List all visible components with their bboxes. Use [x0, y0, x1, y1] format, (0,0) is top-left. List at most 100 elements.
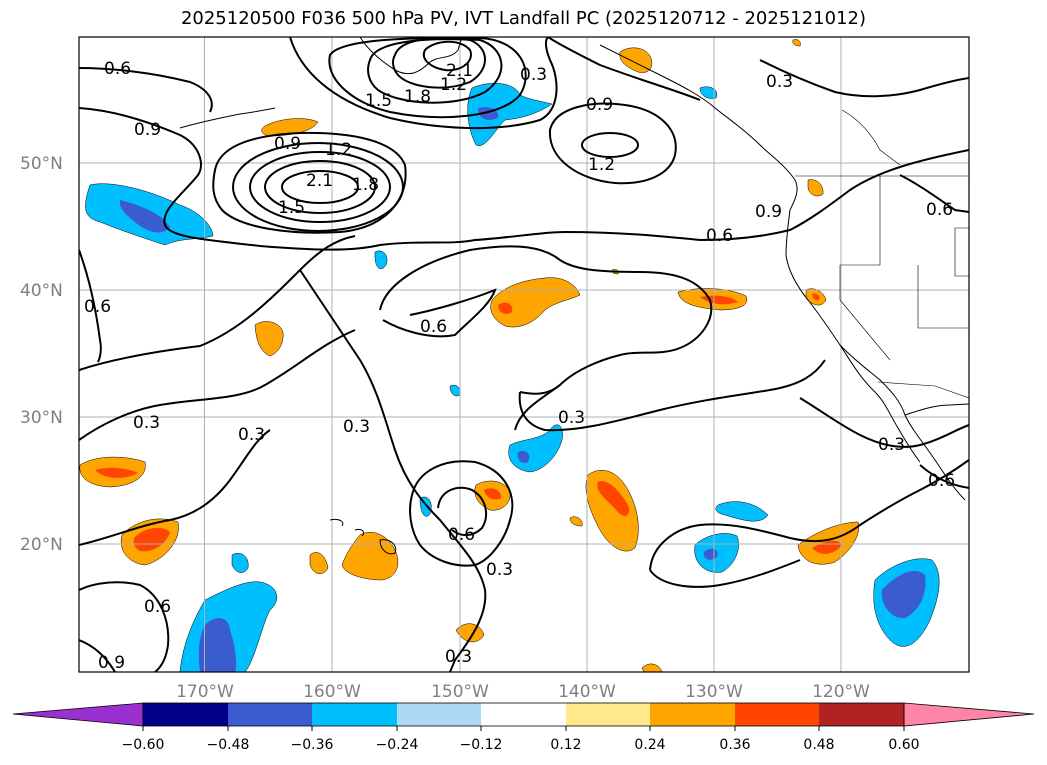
contour-label: 0.3	[238, 425, 265, 445]
pv-contours	[79, 37, 969, 672]
contour-label: 0.6	[448, 525, 475, 545]
coastline-bc-panhandle	[599, 44, 798, 211]
contour-0.9-west	[212, 131, 407, 234]
lat-tick-label: 20°N	[20, 535, 63, 555]
fill-negative	[699, 86, 718, 99]
coastline-alaska	[359, 37, 463, 75]
contour-label: 0.6	[926, 200, 953, 220]
contour-1.5-west	[249, 151, 391, 223]
colorbar-tick-label: 0.48	[803, 737, 834, 753]
contour-label: 1.5	[365, 91, 392, 111]
colorbar-segment	[143, 703, 228, 726]
border-us-mexico	[877, 381, 969, 399]
fill-positive-core	[133, 527, 170, 552]
contour-0.3-far-east	[799, 397, 969, 448]
contour-label: 1.5	[278, 198, 305, 218]
map-title: 2025120500 F036 500 hPa PV, IVT Landfall…	[180, 8, 867, 29]
colorbar-tick-label: 0.12	[550, 737, 581, 753]
contour-2.1-west	[281, 170, 359, 204]
colorbar-tick-label: −0.12	[460, 737, 503, 753]
contour-1.5-north	[367, 38, 503, 104]
contour-label: 1.8	[352, 175, 379, 195]
contour-label: 1.2	[325, 140, 352, 160]
lon-ticks: 170°W 160°W 150°W 140°W 130°W 120°W	[176, 682, 870, 702]
lat-ticks: 50°N 40°N 30°N 20°N	[20, 154, 63, 555]
colorbar-extend-left	[12, 702, 144, 727]
contour-0.6-loop	[437, 486, 488, 536]
contour-0.3-lower-central	[514, 384, 561, 431]
colorbar-segment	[228, 703, 312, 726]
lon-tick-label: 160°W	[303, 682, 361, 702]
contour-label: 0.9	[586, 95, 613, 115]
border-state	[954, 227, 969, 277]
fill-positive-core	[812, 293, 820, 301]
contour-label: 1.2	[588, 155, 615, 175]
colorbar-segment	[397, 703, 481, 726]
coastline-mexico	[904, 403, 969, 416]
map-frame-bg	[79, 37, 969, 672]
colorbar-tick-label: −0.36	[291, 737, 334, 753]
lat-tick-label: 30°N	[20, 408, 63, 428]
coastline-us-west	[785, 209, 966, 501]
fill-positive	[309, 552, 329, 574]
colorbar-extend-right	[903, 702, 1035, 727]
colorbar-segment	[819, 703, 904, 726]
contour-0.9-bottom	[79, 639, 116, 672]
contour-label: 0.9	[134, 120, 161, 140]
contour-label: 0.9	[98, 653, 125, 673]
colorbar-tick-label: −0.48	[207, 737, 250, 753]
colorbar-tick-label: 0.36	[719, 737, 750, 753]
contour-label: 0.6	[706, 226, 733, 246]
colorbar-segment	[650, 703, 735, 726]
contour-label: 2.1	[446, 61, 473, 81]
contour-label: 0.3	[486, 560, 513, 580]
contour-label: 0.3	[343, 417, 370, 437]
fill-negative	[374, 250, 388, 269]
lon-tick-label: 150°W	[431, 682, 489, 702]
contour-label: 0.3	[878, 435, 905, 455]
fill-positive-core	[597, 481, 630, 516]
contour-label: 0.6	[144, 597, 171, 617]
contour-0.6-far-east-bottom	[919, 464, 969, 489]
contour-0.6-east-coast	[899, 174, 969, 213]
contour-0.3-east	[518, 359, 826, 432]
fill-positive-core	[498, 302, 513, 314]
anomaly-fills	[79, 39, 940, 672]
contour-0.3-far-northeast	[759, 59, 969, 98]
contour-label: 0.3	[445, 647, 472, 667]
contour-0.3-loop	[409, 460, 514, 567]
contour-0.6-pacific	[379, 245, 713, 395]
contour-labels: 0.6 0.9 1.2 1.5 1.8 2.1 0.9 1.2 1.5 1.8 …	[84, 59, 955, 673]
contour-label: 0.3	[766, 72, 793, 92]
contour-label: 1.2	[440, 75, 467, 95]
contour-2.1-north	[422, 40, 472, 72]
colorbar-segment	[481, 703, 566, 726]
contour-0.6-upper	[79, 67, 213, 113]
contour-label: 0.6	[84, 297, 111, 317]
contour-1.2-west	[232, 142, 404, 232]
contour-0.6-left-bottom	[79, 581, 170, 672]
colorbar-segment	[735, 703, 819, 726]
contour-0.3-left-loop	[79, 329, 356, 546]
fill-negative-core	[119, 200, 170, 233]
fill-positive	[254, 321, 284, 357]
lon-tick-label: 170°W	[176, 682, 234, 702]
colorbar-segment	[566, 703, 650, 726]
colorbar-tick-label: −0.24	[376, 737, 419, 753]
contour-label: 0.6	[420, 317, 447, 337]
coastline-hawaii	[329, 519, 397, 555]
contour-label: 0.3	[558, 408, 585, 428]
contour-label: 2.1	[306, 171, 333, 191]
coastline-aleutians	[179, 107, 276, 129]
fill-negative	[715, 501, 769, 522]
border-canada-alaska	[841, 109, 901, 166]
border-state	[839, 176, 891, 361]
border-state	[917, 265, 969, 329]
contour-0.6-west-edge	[79, 249, 102, 363]
fill-negative	[467, 83, 553, 147]
fill-positive-core	[484, 488, 502, 500]
contour-1.2-east	[581, 132, 639, 158]
contour-label: 1.8	[404, 87, 431, 107]
contour-0.9-north	[289, 37, 558, 130]
